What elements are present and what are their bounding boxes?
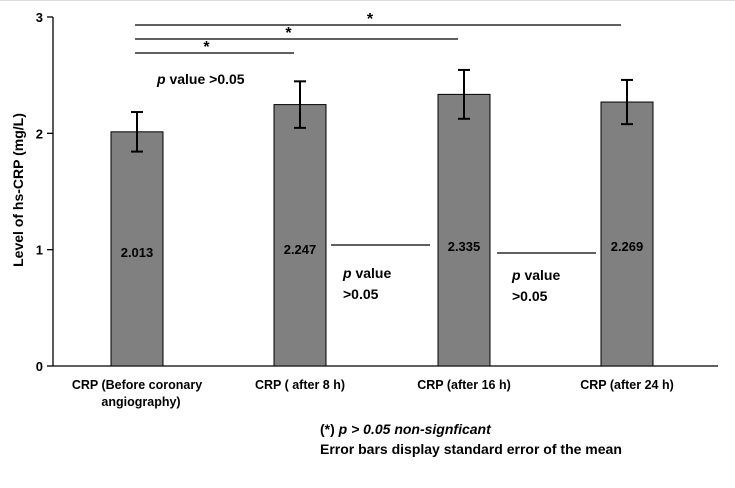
top-border xyxy=(0,0,735,1)
value-labels: 2.013 2.247 2.335 2.269 xyxy=(121,239,644,260)
significance-star: * xyxy=(367,11,374,28)
y-tick-label: 0 xyxy=(36,359,43,374)
bars xyxy=(110,93,654,367)
footnote-prefix: (*) xyxy=(320,421,339,437)
significance-star: * xyxy=(285,25,292,42)
footnote-significance: (*) p > 0.05 non-signficant xyxy=(320,421,491,437)
bar-value-label: 2.335 xyxy=(448,239,481,254)
y-tick-label: 2 xyxy=(36,126,43,141)
mid-left-p-threshold: >0.05 xyxy=(343,286,379,302)
error-bars xyxy=(131,68,633,153)
annotations: p value >0.05 p value >0.05 p value >0.0… xyxy=(156,71,596,304)
bar-value-label: 2.013 xyxy=(121,245,154,260)
y-tick-labels: 0 1 2 3 xyxy=(36,10,43,374)
top-p-value-annotation: p value >0.05 xyxy=(156,71,245,87)
mid-right-p-value-annotation: p value xyxy=(511,267,560,283)
significance-brackets: * * * xyxy=(135,11,621,56)
footnote-italic: p > 0.05 non-signficant xyxy=(338,421,491,437)
bar-value-label: 2.247 xyxy=(284,242,317,257)
mid-left-p-value-annotation: p value xyxy=(342,265,391,281)
y-axis-label: Level of hs-CRP (mg/L) xyxy=(10,113,26,267)
mid-right-p-threshold: >0.05 xyxy=(512,288,548,304)
bar-chart: 2.013 2.247 2.335 2.269 CRP (Before coronar… xyxy=(10,10,718,409)
significance-star: * xyxy=(203,39,210,56)
bar xyxy=(273,104,327,367)
bar xyxy=(437,93,491,367)
y-tick-label: 1 xyxy=(36,243,43,258)
category-labels: CRP (Before coronary angiography) CRP ( af… xyxy=(72,378,674,409)
bar xyxy=(600,101,654,367)
category-label: CRP (Before coronary angiography) xyxy=(72,378,202,409)
footnote-error-bars: Error bars display standard error of the… xyxy=(320,441,622,457)
category-label: CRP (after 16 h) xyxy=(417,378,511,392)
y-tick-label: 3 xyxy=(36,10,43,25)
category-label: CRP ( after 8 h) xyxy=(255,378,345,392)
bar-value-label: 2.269 xyxy=(611,239,644,254)
category-label: CRP (after 24 h) xyxy=(580,378,674,392)
